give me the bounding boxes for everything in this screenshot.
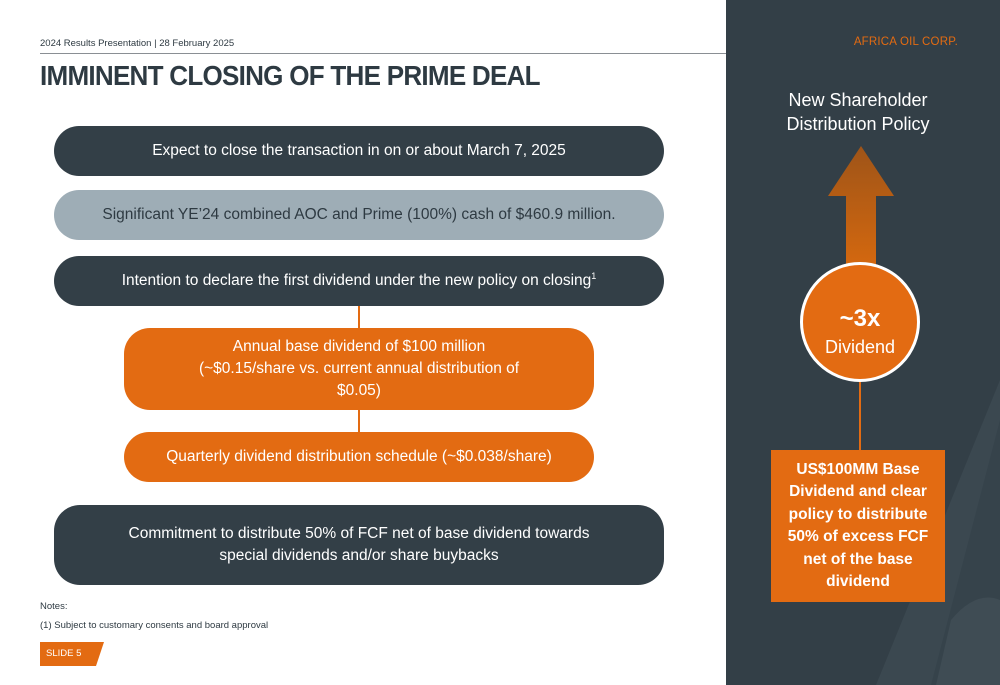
multiplier-value: ~3x	[839, 305, 881, 332]
pill-first-dividend: Intention to declare the first dividend …	[54, 256, 664, 306]
pill-first-dividend-label: Intention to declare the first dividend …	[121, 272, 592, 289]
header-separator: |	[154, 38, 157, 49]
right-panel: New Shareholder Distribution Policy ~3x …	[726, 0, 1000, 685]
multiplier-label: Dividend	[824, 337, 896, 357]
pill-cash-position-text: Significant YE’24 combined AOC and Prime…	[102, 206, 616, 223]
dividend-multiplier-circle: ~3x Dividend	[800, 262, 920, 382]
presentation-name: 2024 Results Presentation	[40, 38, 152, 49]
brand-logo-text: AFRICA OIL CORP.	[853, 36, 958, 48]
footnote-marker: 1	[591, 270, 597, 281]
dividend-policy-box: US$100MM Base Dividend and clear policy …	[771, 450, 945, 602]
header-presentation-info: 2024 Results Presentation | 28 February …	[40, 38, 234, 49]
pill-quarterly-schedule-text: Quarterly dividend distribution schedule…	[166, 448, 552, 465]
connector-line-1	[358, 306, 360, 328]
pill-cash-position: Significant YE’24 combined AOC and Prime…	[54, 190, 664, 240]
pill-annual-base-dividend-text: Annual base dividend of $100 million (~$…	[198, 338, 520, 399]
pill-closing-date-text: Expect to close the transaction in on or…	[152, 142, 566, 159]
pill-fcf-commitment-text: Commitment to distribute 50% of FCF net …	[128, 525, 590, 564]
panel-title-line-2: Distribution Policy	[786, 114, 930, 134]
pill-annual-base-dividend: Annual base dividend of $100 million (~$…	[124, 328, 594, 410]
panel-connector-line	[859, 382, 861, 452]
slide-tag-shape	[40, 642, 104, 666]
pill-fcf-commitment: Commitment to distribute 50% of FCF net …	[54, 505, 664, 585]
pill-quarterly-schedule: Quarterly dividend distribution schedule…	[124, 432, 594, 482]
notes-item: (1) Subject to customary consents and bo…	[40, 620, 269, 631]
presentation-date: 28 February 2025	[159, 38, 235, 49]
connector-line-2	[358, 410, 360, 432]
pill-first-dividend-text: Intention to declare the first dividend …	[122, 270, 597, 292]
slide-number: SLIDE 5	[46, 648, 82, 659]
notes-heading: Notes:	[40, 601, 68, 612]
dividend-policy-text: US$100MM Base Dividend and clear policy …	[787, 460, 929, 591]
header-divider	[40, 53, 958, 54]
panel-title-line-1: New Shareholder	[788, 90, 928, 110]
panel-title: New Shareholder Distribution Policy	[726, 88, 990, 136]
up-arrow-icon	[828, 146, 894, 266]
page-title: IMMINENT CLOSING OF THE PRIME DEAL	[40, 60, 541, 91]
pill-closing-date: Expect to close the transaction in on or…	[54, 126, 664, 176]
